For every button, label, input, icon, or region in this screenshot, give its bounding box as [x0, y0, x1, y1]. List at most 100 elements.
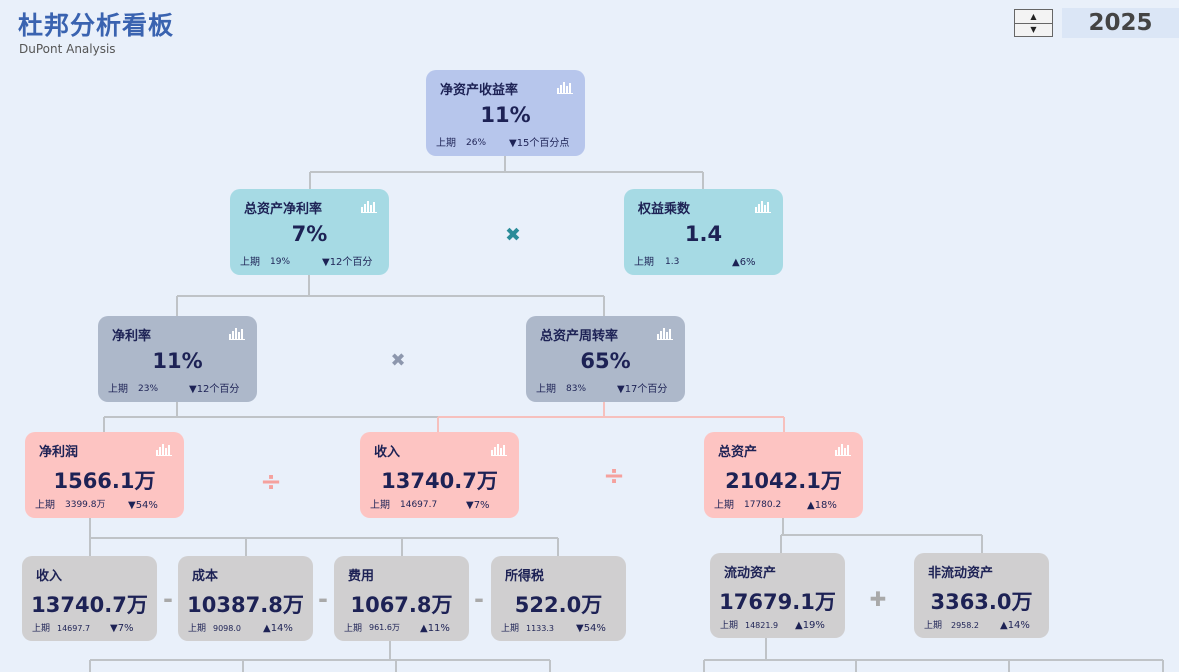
prev-period-label: 上期 — [634, 257, 654, 268]
divide-operator: ÷ — [603, 461, 625, 491]
card-noncurrent-assets-prev: 2958.2 — [951, 621, 979, 630]
prev-period-label: 上期 — [714, 500, 734, 511]
card-noncurrent-assets-name: 非流动资产 — [928, 566, 994, 581]
prev-period-label: 上期 — [240, 257, 260, 268]
card-roa-name: 总资产净利率 — [244, 202, 323, 217]
card-current-assets-change: ▲19% — [795, 620, 825, 631]
card-noncurrent-assets-value: 3363.0万 — [930, 590, 1033, 614]
card-cost-prev: 9098.0 — [213, 624, 241, 633]
card-equity-multiplier[interactable]: 权益乘数 1.4 上期 1.3 ▲6% — [624, 189, 783, 275]
card-revenue-mid-name: 收入 — [374, 445, 401, 460]
card-cost[interactable]: 成本 10387.8万 上期 9098.0 ▲14% — [178, 556, 313, 641]
card-total-assets-value: 21042.1万 — [725, 469, 842, 493]
chart-icon[interactable] — [361, 199, 377, 213]
minus-operator: - — [318, 585, 328, 613]
year-up-button[interactable]: ▲ — [1015, 10, 1052, 24]
card-total-assets-prev: 17780.2 — [744, 500, 782, 510]
prev-period-label: 上期 — [924, 621, 943, 631]
card-noncurrent-assets[interactable]: 非流动资产 3363.0万 上期 2958.2 ▲14% — [914, 553, 1049, 638]
card-revenue-mid-prev: 14697.7 — [400, 500, 438, 510]
card-total-assets-change: ▲18% — [807, 500, 837, 511]
card-roa[interactable]: 总资产净利率 7% 上期 19% ▼12个百分 — [230, 189, 389, 275]
card-expense-name: 费用 — [348, 569, 375, 584]
year-spinner[interactable]: ▲ ▼ — [1014, 9, 1053, 37]
year-display: 2025 — [1062, 8, 1179, 38]
card-roa-value: 7% — [291, 222, 328, 246]
prev-period-label: 上期 — [436, 138, 456, 149]
chart-icon[interactable] — [755, 199, 771, 213]
multiply-operator: ✖ — [505, 224, 521, 246]
prev-period-label: 上期 — [370, 500, 390, 511]
plus-operator: ✚ — [869, 587, 887, 611]
card-revenue-prev: 14697.7 — [57, 624, 91, 633]
card-equity-multiplier-change: ▲6% — [732, 257, 756, 268]
card-roe-value: 11% — [480, 103, 531, 127]
card-roe[interactable]: 净资产收益率 11% 上期 26% ▼15个百分点 — [426, 70, 585, 156]
card-total-assets-name: 总资产 — [718, 445, 758, 460]
card-revenue-name: 收入 — [36, 569, 63, 584]
card-current-assets-prev: 14821.9 — [745, 621, 779, 630]
card-net-profit-prev: 3399.8万 — [65, 500, 106, 510]
card-expense-value: 1067.8万 — [350, 593, 453, 617]
prev-period-label: 上期 — [536, 384, 556, 395]
card-equity-multiplier-name: 权益乘数 — [638, 202, 691, 217]
card-asset-turnover-value: 65% — [580, 349, 631, 373]
dashboard-subtitle: DuPont Analysis — [19, 42, 116, 56]
card-revenue-mid[interactable]: 收入 13740.7万 上期 14697.7 ▼7% — [360, 432, 519, 518]
card-revenue-change: ▼7% — [110, 623, 134, 634]
chart-icon[interactable] — [491, 442, 507, 456]
card-net-margin-name: 净利率 — [112, 329, 152, 344]
card-asset-turnover-change: ▼17个百分 — [617, 384, 668, 395]
card-net-margin[interactable]: 净利率 11% 上期 23% ▼12个百分 — [98, 316, 257, 402]
card-roa-prev: 19% — [270, 257, 291, 267]
card-revenue-mid-change: ▼7% — [466, 500, 490, 511]
chart-icon[interactable] — [229, 326, 245, 340]
card-net-margin-value: 11% — [152, 349, 203, 373]
card-roe-change: ▼15个百分点 — [509, 138, 570, 149]
card-expense-prev: 961.6万 — [369, 623, 400, 632]
chart-icon[interactable] — [557, 80, 573, 94]
card-noncurrent-assets-change: ▲14% — [1000, 620, 1030, 631]
card-income-tax-change: ▼54% — [576, 623, 606, 634]
card-net-profit-value: 1566.1万 — [53, 469, 156, 493]
card-expense-change: ▲11% — [420, 623, 450, 634]
card-total-assets[interactable]: 总资产 21042.1万 上期 17780.2 ▲18% — [704, 432, 863, 518]
card-income-tax[interactable]: 所得税 522.0万 上期 1133.3 ▼54% — [491, 556, 626, 641]
card-current-assets[interactable]: 流动资产 17679.1万 上期 14821.9 ▲19% — [710, 553, 845, 638]
minus-operator: - — [474, 585, 484, 613]
card-equity-multiplier-value: 1.4 — [684, 222, 723, 246]
year-down-button[interactable]: ▼ — [1030, 25, 1037, 34]
card-net-profit-name: 净利润 — [39, 445, 79, 460]
card-roa-change: ▼12个百分 — [322, 257, 373, 268]
card-asset-turnover[interactable]: 总资产周转率 65% 上期 83% ▼17个百分 — [526, 316, 685, 402]
card-roe-prev: 26% — [466, 138, 487, 148]
card-net-profit[interactable]: 净利润 1566.1万 上期 3399.8万 ▼54% — [25, 432, 184, 518]
card-current-assets-name: 流动资产 — [724, 566, 777, 581]
card-income-tax-value: 522.0万 — [514, 593, 603, 617]
dashboard-title: 杜邦分析看板 — [18, 11, 175, 40]
prev-period-label: 上期 — [35, 500, 55, 511]
card-expense[interactable]: 费用 1067.8万 上期 961.6万 ▲11% — [334, 556, 469, 641]
card-asset-turnover-name: 总资产周转率 — [540, 329, 619, 344]
card-current-assets-value: 17679.1万 — [719, 590, 836, 614]
card-asset-turnover-prev: 83% — [566, 384, 587, 394]
card-income-tax-prev: 1133.3 — [526, 624, 554, 633]
prev-period-label: 上期 — [32, 624, 51, 634]
card-net-profit-change: ▼54% — [128, 500, 158, 511]
chart-icon[interactable] — [657, 326, 673, 340]
card-income-tax-name: 所得税 — [505, 569, 545, 584]
card-equity-multiplier-prev: 1.3 — [665, 257, 680, 267]
card-roe-name: 净资产收益率 — [440, 83, 519, 98]
card-revenue-mid-value: 13740.7万 — [381, 469, 498, 493]
chart-icon[interactable] — [156, 442, 172, 456]
card-revenue-value: 13740.7万 — [31, 593, 148, 617]
prev-period-label: 上期 — [344, 624, 363, 634]
card-cost-change: ▲14% — [263, 623, 293, 634]
card-net-margin-change: ▼12个百分 — [189, 384, 240, 395]
chart-icon[interactable] — [835, 442, 851, 456]
card-revenue[interactable]: 收入 13740.7万 上期 14697.7 ▼7% — [22, 556, 157, 641]
prev-period-label: 上期 — [501, 624, 520, 634]
divide-operator: ÷ — [260, 467, 282, 497]
prev-period-label: 上期 — [720, 621, 739, 631]
